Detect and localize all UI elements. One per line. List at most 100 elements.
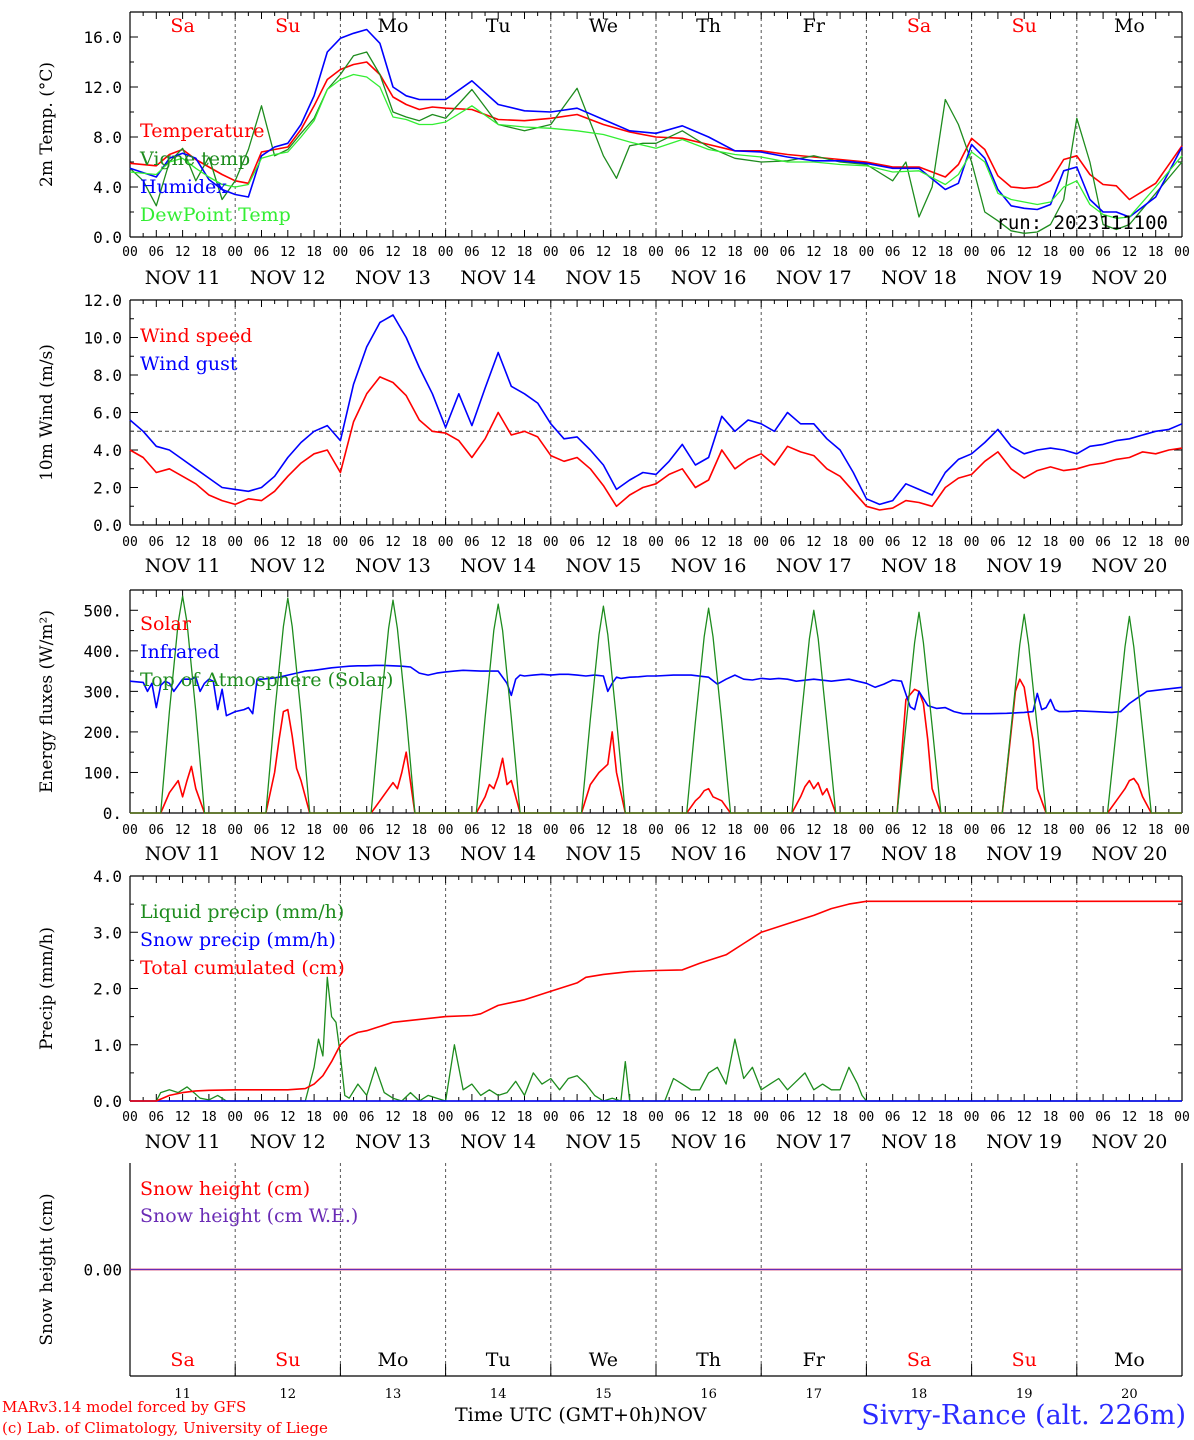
hour-tick-label: 18 xyxy=(1148,245,1164,260)
hour-tick-label: 00 xyxy=(648,1110,664,1125)
day-number-label: 19 xyxy=(1016,1387,1033,1402)
legend-entry: Humidex xyxy=(140,176,227,198)
hour-tick-label: 12 xyxy=(175,1110,191,1125)
model-credit-line: MARv3.14 model forced by GFS xyxy=(2,1398,247,1416)
date-label: NOV 15 xyxy=(565,1131,641,1153)
y-axis-title: Snow height (cm) xyxy=(37,1193,57,1345)
date-label: NOV 16 xyxy=(671,267,747,289)
hour-tick-label: 00 xyxy=(333,1110,349,1125)
hour-tick-label: 18 xyxy=(201,1110,217,1125)
hour-tick-label: 18 xyxy=(201,535,217,550)
hour-tick-label: 00 xyxy=(333,245,349,260)
legend-entry: Liquid precip (mm/h) xyxy=(140,901,344,923)
hour-tick-label: 12 xyxy=(701,1110,717,1125)
hour-tick-label: 12 xyxy=(1122,1110,1138,1125)
hour-tick-label: 18 xyxy=(727,245,743,260)
hour-tick-label: 12 xyxy=(911,535,927,550)
hour-tick-label: 12 xyxy=(490,1110,506,1125)
hour-tick-label: 00 xyxy=(1069,823,1085,838)
hour-tick-label: 12 xyxy=(385,823,401,838)
legend-entry: Total cumulated (cm) xyxy=(140,957,345,979)
hour-tick-label: 00 xyxy=(859,535,875,550)
hour-tick-label: 12 xyxy=(1122,535,1138,550)
day-name-label: Fr xyxy=(803,1349,826,1371)
hour-tick-label: 06 xyxy=(674,535,690,550)
hour-tick-label: 00 xyxy=(1174,245,1190,260)
legend-entry: Temperature xyxy=(140,120,264,142)
hour-tick-label: 12 xyxy=(596,823,612,838)
date-label: NOV 11 xyxy=(145,843,221,865)
day-name-label: Mo xyxy=(378,1349,409,1371)
hour-tick-label: 18 xyxy=(517,245,533,260)
day-name-label: Sa xyxy=(907,1349,931,1371)
hour-tick-label: 06 xyxy=(359,1110,375,1125)
day-number-label: 14 xyxy=(490,1387,507,1402)
y-axis-title: Precip (mm/h) xyxy=(37,927,57,1050)
hour-tick-label: 06 xyxy=(569,245,585,260)
hour-tick-label: 18 xyxy=(517,823,533,838)
date-label: NOV 19 xyxy=(986,267,1062,289)
date-label: NOV 17 xyxy=(776,1131,852,1153)
day-name-label: Su xyxy=(1012,1349,1037,1371)
hour-tick-label: 00 xyxy=(438,823,454,838)
hour-tick-label: 06 xyxy=(674,1110,690,1125)
date-label: NOV 16 xyxy=(671,843,747,865)
hour-tick-label: 06 xyxy=(464,245,480,260)
x-axis-month-label: NOV xyxy=(660,1404,707,1426)
legend-entry: Top of Atmosphere (Solar) xyxy=(140,669,393,691)
hour-tick-label: 18 xyxy=(937,1110,953,1125)
hour-tick-label: 12 xyxy=(1122,823,1138,838)
hour-tick-label: 06 xyxy=(885,823,901,838)
series-line-vigne-temp xyxy=(129,51,1183,234)
hour-tick-label: 00 xyxy=(543,823,559,838)
hour-tick-label: 18 xyxy=(727,535,743,550)
series-line-wind-gust xyxy=(129,314,1183,506)
hour-tick-label: 00 xyxy=(122,823,138,838)
day-number-label: 15 xyxy=(595,1387,612,1402)
hour-tick-label: 18 xyxy=(622,823,638,838)
hour-tick-label: 12 xyxy=(175,245,191,260)
legend-entry: Infrared xyxy=(140,641,220,663)
day-name-label: Th xyxy=(696,1349,721,1371)
hour-tick-label: 18 xyxy=(622,1110,638,1125)
hour-tick-label: 18 xyxy=(1148,1110,1164,1125)
hour-tick-label: 18 xyxy=(517,1110,533,1125)
date-label: NOV 18 xyxy=(881,555,957,577)
hour-tick-label: 00 xyxy=(438,245,454,260)
date-label: NOV 12 xyxy=(250,1131,326,1153)
date-label: NOV 15 xyxy=(565,555,641,577)
date-label: NOV 18 xyxy=(881,1131,957,1153)
date-label: NOV 11 xyxy=(145,555,221,577)
hour-tick-label: 12 xyxy=(175,823,191,838)
hour-tick-label: 06 xyxy=(359,535,375,550)
date-label: NOV 17 xyxy=(776,555,852,577)
day-name-label: Su xyxy=(275,15,300,37)
hour-tick-label: 00 xyxy=(227,245,243,260)
day-number-label: 20 xyxy=(1121,1387,1138,1402)
day-number-label: 12 xyxy=(280,1387,297,1402)
hour-tick-label: 18 xyxy=(306,1110,322,1125)
hour-tick-label: 06 xyxy=(990,1110,1006,1125)
hour-tick-label: 12 xyxy=(701,245,717,260)
hour-tick-label: 00 xyxy=(1174,1110,1190,1125)
hour-tick-label: 06 xyxy=(569,823,585,838)
hour-tick-label: 12 xyxy=(596,1110,612,1125)
day-name-label: Th xyxy=(696,15,721,37)
hour-tick-label: 00 xyxy=(333,535,349,550)
legend-entry: Snow height (cm) xyxy=(140,1178,310,1200)
hour-tick-label: 00 xyxy=(964,1110,980,1125)
hour-tick-label: 06 xyxy=(464,823,480,838)
hour-tick-label: 18 xyxy=(937,535,953,550)
y-tick-label: 500. xyxy=(83,601,122,620)
y-tick-label: 0. xyxy=(103,804,122,823)
y-axis-title: 10m Wind (m/s) xyxy=(37,344,57,481)
date-label: NOV 20 xyxy=(1091,267,1167,289)
hour-tick-label: 06 xyxy=(1095,245,1111,260)
hour-tick-label: 00 xyxy=(753,1110,769,1125)
y-tick-label: 16.0 xyxy=(83,28,122,47)
hour-tick-label: 18 xyxy=(411,535,427,550)
hour-tick-label: 00 xyxy=(227,823,243,838)
legend-entry: DewPoint Temp xyxy=(140,204,291,226)
hour-tick-label: 00 xyxy=(1174,535,1190,550)
date-label: NOV 14 xyxy=(460,267,536,289)
